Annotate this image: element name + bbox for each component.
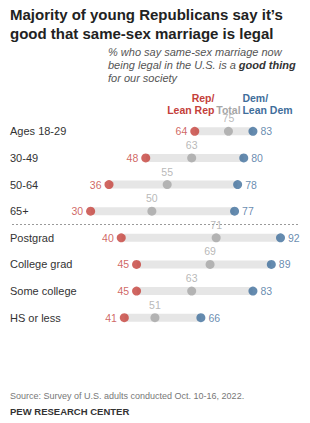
html-text:% who say same-sex marriage no: % who say same-sex marriage now being le… <box>108 46 296 71</box>
svg-text:77: 77 <box>242 205 254 217</box>
svg-text:30: 30 <box>71 205 83 217</box>
svg-text:30-49: 30-49 <box>10 152 38 164</box>
svg-text:HS or less: HS or less <box>10 312 61 324</box>
svg-text:65+: 65+ <box>10 205 29 217</box>
html-text:Majority of young Republicans: Majority of young Republicans say it’s g… <box>10 6 283 42</box>
svg-text:92: 92 <box>288 232 300 244</box>
svg-text:Lean Rep: Lean Rep <box>167 104 214 116</box>
svg-text:50: 50 <box>146 192 158 204</box>
svg-text:63: 63 <box>186 272 198 284</box>
svg-text:66: 66 <box>208 312 220 324</box>
svg-text:41: 41 <box>105 312 117 324</box>
svg-text:Rep/: Rep/ <box>192 92 215 104</box>
svg-text:Lean Dem: Lean Dem <box>242 104 292 116</box>
svg-text:48: 48 <box>127 152 139 164</box>
html-text:for our society: for our society <box>108 72 178 84</box>
svg-text:64: 64 <box>176 125 188 137</box>
svg-text:45: 45 <box>117 258 129 270</box>
svg-text:Total: Total <box>216 104 241 117</box>
svg-text:50-64: 50-64 <box>10 179 38 191</box>
html-text:Source: Survey of U.S. adults: Source: Survey of U.S. adults conducted … <box>10 391 245 401</box>
svg-text:40: 40 <box>102 232 114 244</box>
svg-text:71: 71 <box>210 219 222 231</box>
svg-text:Postgrad: Postgrad <box>10 232 54 244</box>
svg-text:75: 75 <box>223 112 235 124</box>
svg-text:83: 83 <box>260 285 272 297</box>
svg-text:69: 69 <box>204 245 216 257</box>
svg-text:36: 36 <box>90 179 102 191</box>
svg-text:55: 55 <box>161 166 173 178</box>
svg-text:80: 80 <box>251 152 263 164</box>
svg-text:College grad: College grad <box>10 258 72 270</box>
svg-text:89: 89 <box>279 258 291 270</box>
svg-text:Dem/: Dem/ <box>242 92 268 104</box>
svg-text:Some college: Some college <box>10 285 77 297</box>
html-text:PEW RESEARCH CENTER: PEW RESEARCH CENTER <box>10 406 130 417</box>
svg-text:63: 63 <box>186 139 198 151</box>
svg-text:45: 45 <box>117 285 129 297</box>
svg-text:Ages 18-29: Ages 18-29 <box>10 125 66 137</box>
svg-text:51: 51 <box>149 299 161 311</box>
svg-text:83: 83 <box>260 125 272 137</box>
svg-text:78: 78 <box>245 179 257 191</box>
